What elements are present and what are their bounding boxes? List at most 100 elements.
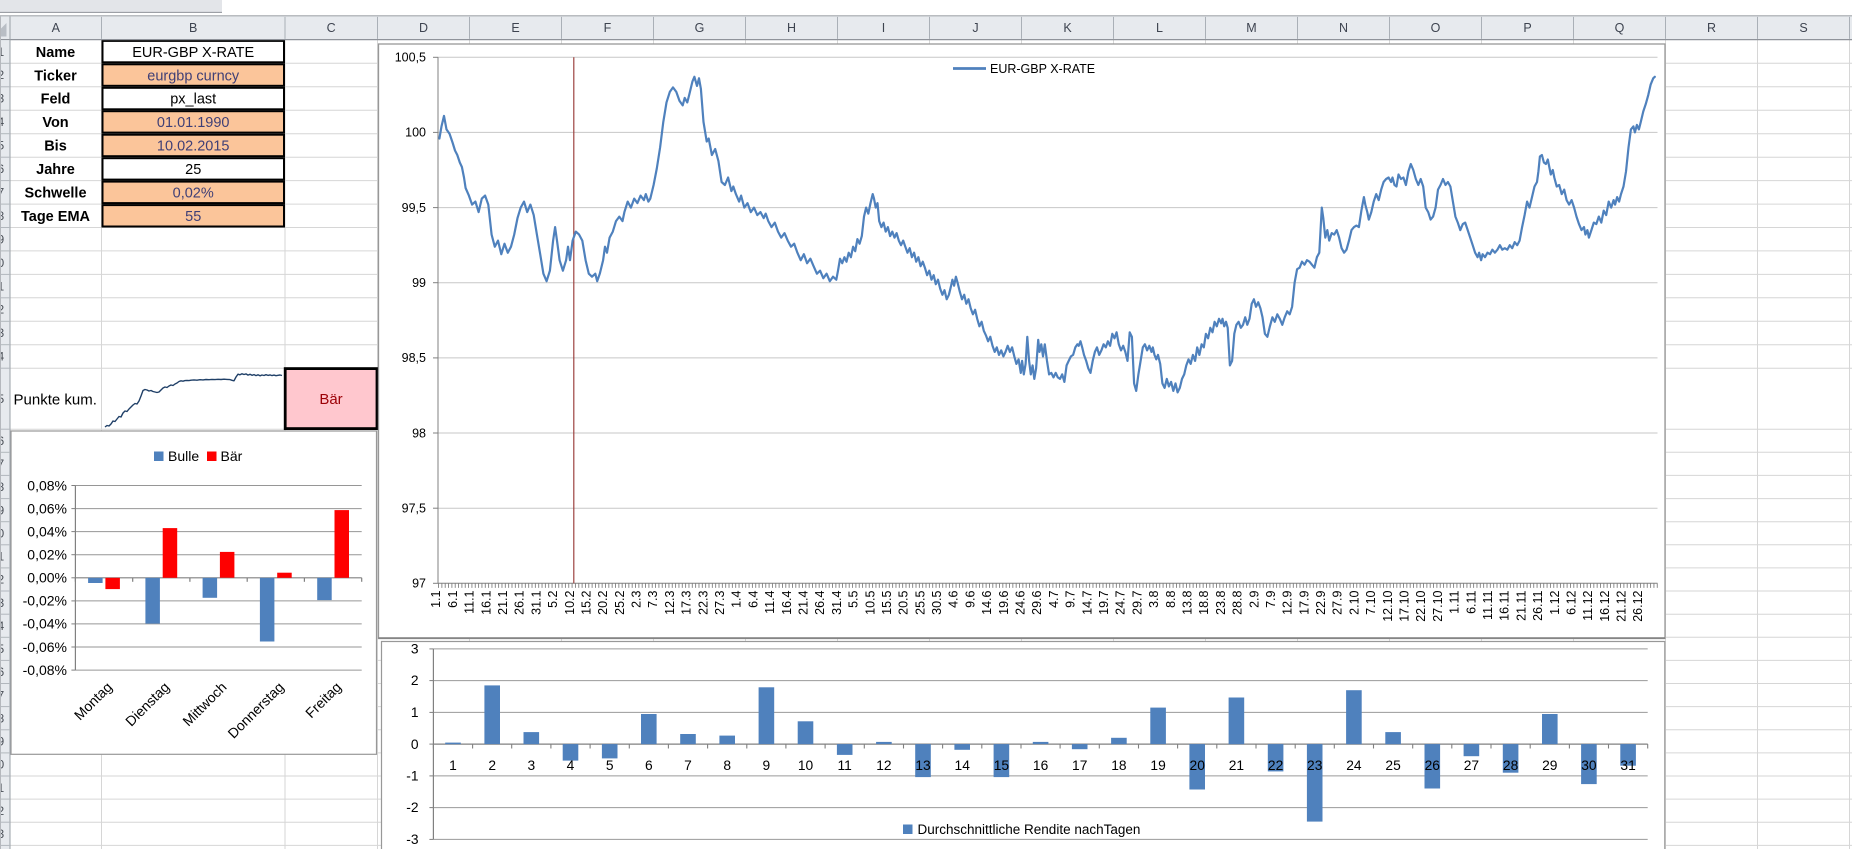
svg-text:20: 20	[0, 527, 5, 541]
svg-text:1: 1	[449, 758, 457, 773]
svg-text:1.12: 1.12	[1548, 590, 1562, 614]
svg-text:4: 4	[0, 115, 5, 129]
svg-text:11.4: 11.4	[763, 590, 777, 613]
svg-text:px_last: px_last	[170, 92, 216, 108]
svg-text:0,08%: 0,08%	[27, 477, 67, 493]
svg-text:1.1: 1.1	[429, 590, 443, 607]
svg-text:30.5: 30.5	[930, 590, 944, 614]
svg-text:11: 11	[838, 758, 852, 773]
svg-text:R: R	[1707, 21, 1716, 35]
svg-text:24.6: 24.6	[1014, 590, 1028, 614]
svg-text:Q: Q	[1615, 21, 1625, 35]
svg-text:8: 8	[723, 758, 731, 773]
svg-text:15: 15	[994, 758, 1010, 773]
svg-text:0,04%: 0,04%	[27, 523, 67, 539]
svg-text:22.10: 22.10	[1414, 590, 1428, 621]
svg-text:12.10: 12.10	[1381, 590, 1395, 621]
svg-text:23: 23	[0, 596, 5, 610]
svg-text:17.10: 17.10	[1398, 590, 1412, 621]
svg-text:19.6: 19.6	[997, 590, 1011, 614]
svg-text:23.8: 23.8	[1214, 590, 1228, 614]
svg-text:8.8: 8.8	[1164, 590, 1178, 607]
svg-text:10.2: 10.2	[563, 590, 577, 614]
svg-text:11: 11	[0, 279, 5, 293]
svg-text:25.2: 25.2	[613, 590, 627, 614]
svg-text:100: 100	[405, 126, 426, 140]
svg-text:29: 29	[0, 735, 5, 749]
svg-text:22: 22	[1268, 758, 1283, 773]
svg-text:G: G	[695, 21, 705, 35]
svg-text:Bis: Bis	[44, 139, 67, 155]
svg-text:L: L	[1156, 21, 1163, 35]
svg-text:1: 1	[411, 705, 419, 720]
svg-text:12: 12	[0, 303, 5, 317]
svg-text:9.6: 9.6	[963, 590, 977, 607]
svg-text:Ticker: Ticker	[34, 68, 77, 84]
svg-text:27: 27	[1464, 758, 1479, 773]
svg-text:5: 5	[0, 139, 5, 153]
svg-text:6.4: 6.4	[746, 590, 760, 607]
svg-text:01.01.1990: 01.01.1990	[157, 115, 230, 131]
svg-text:55: 55	[185, 209, 201, 225]
svg-text:21: 21	[1229, 758, 1244, 773]
svg-text:10: 10	[0, 256, 5, 270]
svg-text:2: 2	[488, 758, 496, 773]
svg-text:9: 9	[763, 758, 771, 773]
svg-text:11.12: 11.12	[1581, 590, 1595, 620]
svg-text:21.12: 21.12	[1615, 590, 1629, 621]
svg-text:21: 21	[0, 550, 5, 564]
svg-text:31: 31	[1620, 758, 1635, 773]
svg-text:F: F	[604, 21, 612, 35]
svg-text:D: D	[419, 21, 428, 35]
svg-text:14: 14	[955, 758, 971, 773]
svg-text:14: 14	[0, 350, 5, 364]
svg-text:18.8: 18.8	[1197, 590, 1211, 614]
svg-text:1.11: 1.11	[1448, 590, 1462, 613]
svg-text:27.3: 27.3	[713, 590, 727, 614]
svg-text:22.9: 22.9	[1314, 590, 1328, 614]
svg-text:-0,06%: -0,06%	[23, 639, 67, 655]
svg-text:20.2: 20.2	[596, 590, 610, 614]
svg-text:M: M	[1246, 21, 1256, 35]
svg-text:98: 98	[412, 426, 426, 440]
svg-text:J: J	[972, 21, 978, 35]
svg-text:15.5: 15.5	[880, 590, 894, 614]
svg-text:10.02.2015: 10.02.2015	[157, 139, 230, 155]
svg-text:31.1: 31.1	[529, 590, 543, 614]
svg-text:0,00%: 0,00%	[27, 570, 67, 586]
svg-text:-2: -2	[406, 800, 418, 815]
svg-text:97: 97	[412, 577, 426, 591]
svg-text:100,5: 100,5	[395, 51, 426, 65]
svg-text:8: 8	[0, 209, 5, 223]
svg-text:-0,08%: -0,08%	[23, 662, 67, 678]
svg-text:Jahre: Jahre	[36, 162, 75, 178]
svg-text:Name: Name	[36, 45, 76, 61]
svg-text:Tage EMA: Tage EMA	[21, 209, 91, 225]
svg-text:C: C	[327, 21, 336, 35]
svg-text:1: 1	[0, 45, 5, 59]
svg-text:19: 19	[0, 503, 5, 517]
svg-text:21.4: 21.4	[797, 590, 811, 614]
svg-text:30: 30	[0, 758, 5, 772]
svg-text:11.1: 11.1	[463, 590, 477, 613]
svg-text:7.9: 7.9	[1264, 590, 1278, 607]
svg-text:7.3: 7.3	[646, 590, 660, 607]
svg-text:Feld: Feld	[41, 92, 71, 108]
svg-text:N: N	[1339, 21, 1348, 35]
svg-text:9: 9	[0, 232, 5, 246]
svg-text:0,02%: 0,02%	[27, 547, 67, 563]
svg-text:0: 0	[411, 737, 419, 752]
svg-text:O: O	[1431, 21, 1441, 35]
svg-text:10.5: 10.5	[863, 590, 877, 614]
svg-text:Punkte kum.: Punkte kum.	[14, 392, 97, 409]
svg-text:A: A	[52, 21, 61, 35]
svg-text:13.8: 13.8	[1181, 590, 1195, 614]
svg-text:7: 7	[0, 186, 5, 200]
svg-text:B: B	[189, 21, 197, 35]
svg-text:14.6: 14.6	[980, 590, 994, 614]
svg-text:Durchschnittliche Rendite nach: Durchschnittliche Rendite nachTagen	[918, 822, 1141, 837]
svg-text:EUR-GBP X-RATE: EUR-GBP X-RATE	[132, 45, 254, 61]
svg-text:12.9: 12.9	[1281, 590, 1295, 614]
svg-text:2: 2	[0, 68, 5, 82]
svg-text:97,5: 97,5	[402, 502, 426, 516]
